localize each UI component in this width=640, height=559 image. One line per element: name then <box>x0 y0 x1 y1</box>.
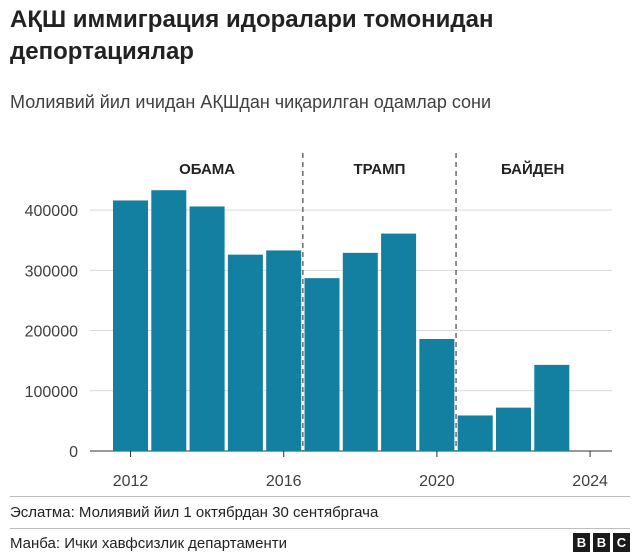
bar-2015 <box>227 254 263 451</box>
y-axis-tick-labels: 0 100000 200000 300000 400000 <box>25 203 78 461</box>
bar-2020 <box>419 338 455 451</box>
x-tick-label: 2012 <box>113 473 149 490</box>
y-tick-label: 400000 <box>25 203 78 220</box>
bar-2021 <box>457 415 493 451</box>
deportations-bar-chart: 0 100000 200000 300000 400000 ОБАМА ТРАМП БАЙД… <box>25 153 612 490</box>
footer-divider-bottom <box>10 528 630 529</box>
bar-2014 <box>189 206 225 451</box>
presidency-periods: ОБАМА ТРАМП БАЙДЕН <box>179 153 564 451</box>
y-tick-label: 0 <box>69 444 78 461</box>
bar-2013 <box>151 190 187 451</box>
source-note: Манба: Ички хавфсизлик департаменти <box>10 535 287 552</box>
x-tick-label: 2020 <box>419 473 455 490</box>
y-tick-label: 300000 <box>25 263 78 280</box>
bbc-logo-letter: C <box>613 533 630 552</box>
period-label-2: БАЙДЕН <box>501 160 564 178</box>
x-axis-tick-labels: 2012 2016 2020 2024 <box>113 451 608 490</box>
period-label-1: ТРАМП <box>353 161 405 178</box>
bbc-logo-letter: B <box>573 533 590 552</box>
bar-2012 <box>113 200 148 451</box>
bar-2023 <box>534 364 570 451</box>
footer-divider-top <box>10 496 630 497</box>
x-tick-label: 2016 <box>266 473 302 490</box>
bar-2022 <box>496 407 531 451</box>
bar-2016 <box>266 250 302 451</box>
period-label-0: ОБАМА <box>179 161 235 178</box>
x-tick-label: 2024 <box>572 473 608 490</box>
bbc-logo: B B C <box>573 533 630 552</box>
y-tick-label: 200000 <box>25 324 78 341</box>
bar-2018 <box>342 252 378 451</box>
chart-title: АҚШ иммиграция идоралари томонидан депор… <box>10 6 494 65</box>
bars <box>113 190 570 451</box>
chart-subtitle: Молиявий йил ичидан АҚШдан чиқарилган од… <box>10 92 492 112</box>
bbc-logo-letter: B <box>593 533 610 552</box>
bar-2019 <box>381 233 417 451</box>
y-tick-label: 100000 <box>25 384 78 401</box>
bar-2017 <box>304 278 340 451</box>
footnote: Эслатма: Молиявий йил 1 октябрдан 30 сен… <box>10 504 379 521</box>
